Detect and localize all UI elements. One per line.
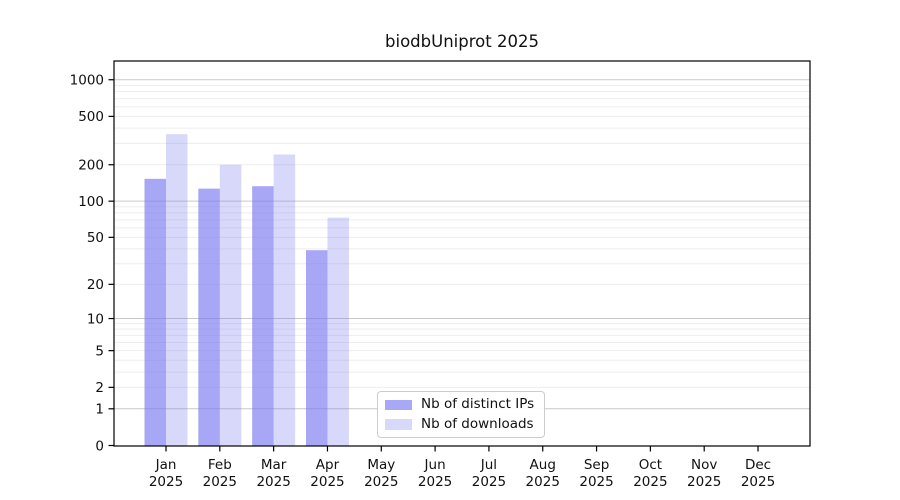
- bar-distinct-ips: [198, 188, 220, 446]
- y-tick-label: 5: [95, 343, 104, 359]
- x-tick-label: May 2025: [364, 457, 398, 490]
- legend-row-distinct-ips: Nb of distinct IPs: [385, 396, 544, 412]
- bar-distinct-ips: [305, 250, 328, 446]
- y-tick-label: 500: [78, 109, 104, 125]
- y-tick-label: 1: [95, 402, 104, 418]
- bar-downloads: [273, 154, 296, 446]
- x-tick-label: Jul 2025: [472, 457, 506, 490]
- legend-swatch-downloads-icon: [385, 419, 412, 430]
- y-tick-label: 10: [87, 311, 104, 327]
- x-tick-label: Nov 2025: [687, 457, 721, 490]
- legend-swatch-distinct-ips-icon: [385, 399, 412, 410]
- y-tick-label: 2: [95, 380, 104, 396]
- x-tick-label: Jan 2025: [149, 457, 183, 490]
- legend-row-downloads: Nb of downloads: [385, 415, 544, 432]
- legend-label-distinct-ips: Nb of distinct IPs: [421, 396, 535, 412]
- y-tick-label: 50: [87, 230, 104, 246]
- legend: Nb of distinct IPs Nb of downloads: [377, 391, 545, 438]
- x-tick-label: Feb 2025: [203, 457, 237, 490]
- y-tick-label: 100: [78, 194, 104, 210]
- bar-distinct-ips: [144, 178, 166, 446]
- x-tick-label: Mar 2025: [256, 457, 290, 490]
- plot-border: [113, 60, 811, 447]
- y-tick-label: 0: [95, 438, 104, 454]
- bar-downloads: [219, 164, 242, 446]
- x-tick-label: Dec 2025: [741, 457, 775, 490]
- x-tick-label: Apr 2025: [310, 457, 344, 490]
- x-tick-label: Jun 2025: [418, 457, 452, 490]
- y-tick-label: 20: [87, 277, 104, 293]
- chart-title: biodbUniprot 2025: [385, 32, 539, 51]
- bar-distinct-ips: [252, 186, 274, 446]
- bar-downloads: [166, 134, 188, 447]
- x-tick-label: Aug 2025: [526, 457, 560, 490]
- y-tick-label: 1000: [70, 73, 104, 89]
- legend-label-downloads: Nb of downloads: [421, 415, 534, 432]
- bar-downloads: [327, 217, 349, 446]
- x-tick-label: Oct 2025: [633, 457, 667, 490]
- y-tick-label: 200: [78, 158, 104, 174]
- x-tick-label: Sep 2025: [579, 457, 613, 490]
